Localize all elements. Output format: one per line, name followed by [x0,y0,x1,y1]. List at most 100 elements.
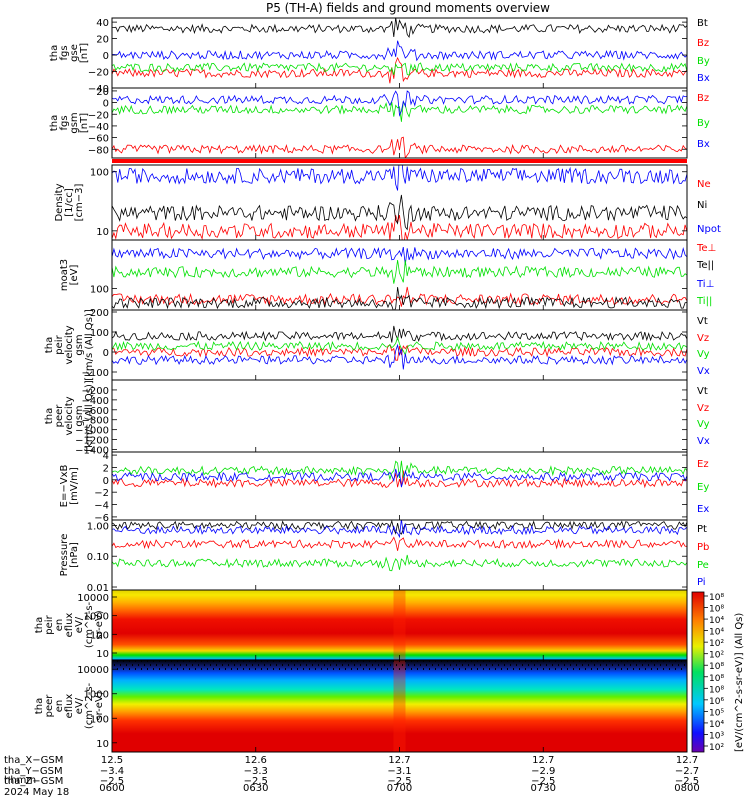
legend-temp-2: Ti⊥ [696,279,714,290]
legend-fgs-gsm-2: Bx [697,139,710,150]
series-temp-3 [112,259,687,284]
y-label-fgs: fgs [59,45,70,60]
y-tick-label: −400 [82,396,109,407]
date-label: 2024 May 18 [4,787,69,798]
series-pressure-2 [112,554,687,572]
legend-temp-0: Te⊥ [696,243,716,254]
y-label-peir-flux: sr-eV) [94,610,105,639]
y-tick-label: −100 [82,368,109,379]
y-tick-label: 10000 [77,665,109,676]
y-tick-label: 40 [96,18,109,29]
y-tick-label: −40 [88,84,109,95]
y-label-peir-flux: (cm^2-s- [84,601,95,648]
y-tick-label: 1000 [84,690,109,701]
x-tick-value: −2.9 [531,766,555,777]
y-tick-label: 10 [96,649,109,660]
series-density-2 [112,165,687,191]
y-tick-label: 1.00 [87,521,109,532]
legend-efield-2: Ex [697,504,709,515]
y-tick-label: 100 [90,714,109,725]
y-tick-label: −6 [94,513,109,524]
series-density-0 [112,214,687,240]
y-tick-label: 0 [103,476,109,487]
y-tick-label: −40 [88,122,109,133]
colorbar-tick-label: 10⁸ [709,593,724,603]
series-peir-vel-1 [112,344,687,361]
legend-fgs-1: Bz [697,38,709,49]
y-label-peer-flux: eV/ [74,697,85,714]
series-peir-vel-2 [112,336,687,357]
colorbar-tick-label: 10² [709,651,724,661]
legend-pressure-1: Pb [697,542,709,553]
y-tick-label: 0.01 [87,583,109,594]
y-tick-label: −80 [88,145,109,156]
y-label-fgs-gsm: tha [49,115,60,131]
legend-density-0: Ne [697,179,711,190]
y-tick-label: 4 [103,451,109,462]
y-label-peir-flux: peir [44,614,55,634]
y-tick-label: 0 [103,51,109,62]
x-tick-value: −2.5 [531,776,555,787]
y-label-peir-vel: velocity [64,325,75,364]
x-tick-value: 12.7 [388,755,410,766]
y-tick-label: 10000 [77,593,109,604]
series-temp-2 [112,246,687,266]
colorbar: 10⁸10⁸10⁴10⁴10²10²10⁸10⁸10⁸10⁶10⁵10⁴10³1… [691,591,745,753]
y-label-peer-vel: peer [54,404,65,428]
event-streak [393,590,406,660]
y-label-peir-flux: tha [34,617,45,633]
series-pressure-3 [112,520,687,539]
y-tick-label: 0 [103,99,109,110]
y-label-peer-vel: velocity [64,396,75,435]
y-label-fgs-gsm: fgs [59,115,70,130]
colorbar-label: [eV/(cm^2-s-sr-eV)] (All Qs) [734,613,745,752]
y-tick-label: −1200 [75,436,109,447]
series-peir-vel-0 [112,325,687,343]
colorbar-tick-label: 10⁴ [709,720,724,730]
x-axis-annotations: tha_X−GSM 12.5 12.6 12.7 12.7 12.7 tha_Y−GSM −3… [4,755,700,798]
legend-peer-vel-3: Vx [697,436,710,447]
x-tick-value: −2.5 [387,776,411,787]
legend-peir-vel-1: Vz [697,333,709,344]
y-tick-label: −1000 [75,426,109,437]
colorbar-tick-label: 10⁶ [709,697,724,707]
y-tick-label: −60 [88,134,109,145]
y-label-pressure: Pressure [59,534,70,577]
y-tick-label: 100 [90,284,109,295]
legend-fgs-2: By [697,56,710,67]
x-tick-value: −3.1 [387,766,411,777]
colorbar-tick-label: 10⁸ [709,662,724,672]
panel-peer-flux: 10000 1000 100 10 tha peer en eflux eV/(cm^2-s-s… [34,659,688,753]
y-label-fgs-gsm: gsm [69,112,80,133]
y-label-peir-vel: gsm [74,334,85,355]
y-label-density: [1/cc] [64,188,75,217]
y-label-efield: E=−VxB [59,465,70,508]
x-tick-value: 0730 [531,783,556,794]
x-tick-value: −2.7 [675,766,699,777]
series-fgs-gsm-0 [112,136,687,158]
colorbar-tick-label: 10⁴ [709,616,724,626]
y-label-peer-vel: tha [44,408,55,424]
x-tick-value: −2.5 [244,776,268,787]
y-tick-label: 100 [90,168,109,179]
x-tick-value: 12.7 [676,755,698,766]
x-row-label: tha_X−GSM [4,755,63,766]
colorbar-tick-label: 10² [709,743,724,753]
legend-peir-vel-2: Vy [697,349,710,360]
y-tick-label: −4 [94,501,109,512]
y-label-fgs: [nT] [79,43,90,63]
y-label-peer-flux: peer [44,694,55,718]
series-efield-1 [112,460,687,481]
plot-title: P5 (TH-A) fields and ground moments over… [266,1,550,15]
y-label-peir-flux: en [54,619,65,632]
series-fgs-3 [112,40,687,62]
y-tick-label: 200 [90,308,109,319]
panel-frame [111,379,688,453]
y-label-peer-vel: [km/s (All Qs)] [84,380,95,452]
y-label-density: [cm−3] [74,184,85,222]
panel-fgs: 40 20 0 −20 −40 Bt Bz By Bx tha fgs gse [nT] [49,17,710,95]
y-label-fgs-gsm: [nT] [79,113,90,133]
panel-pressure: 1.00 0.10 0.01 Pt Pb Pe Pi Pressure [nPa] [59,519,709,594]
